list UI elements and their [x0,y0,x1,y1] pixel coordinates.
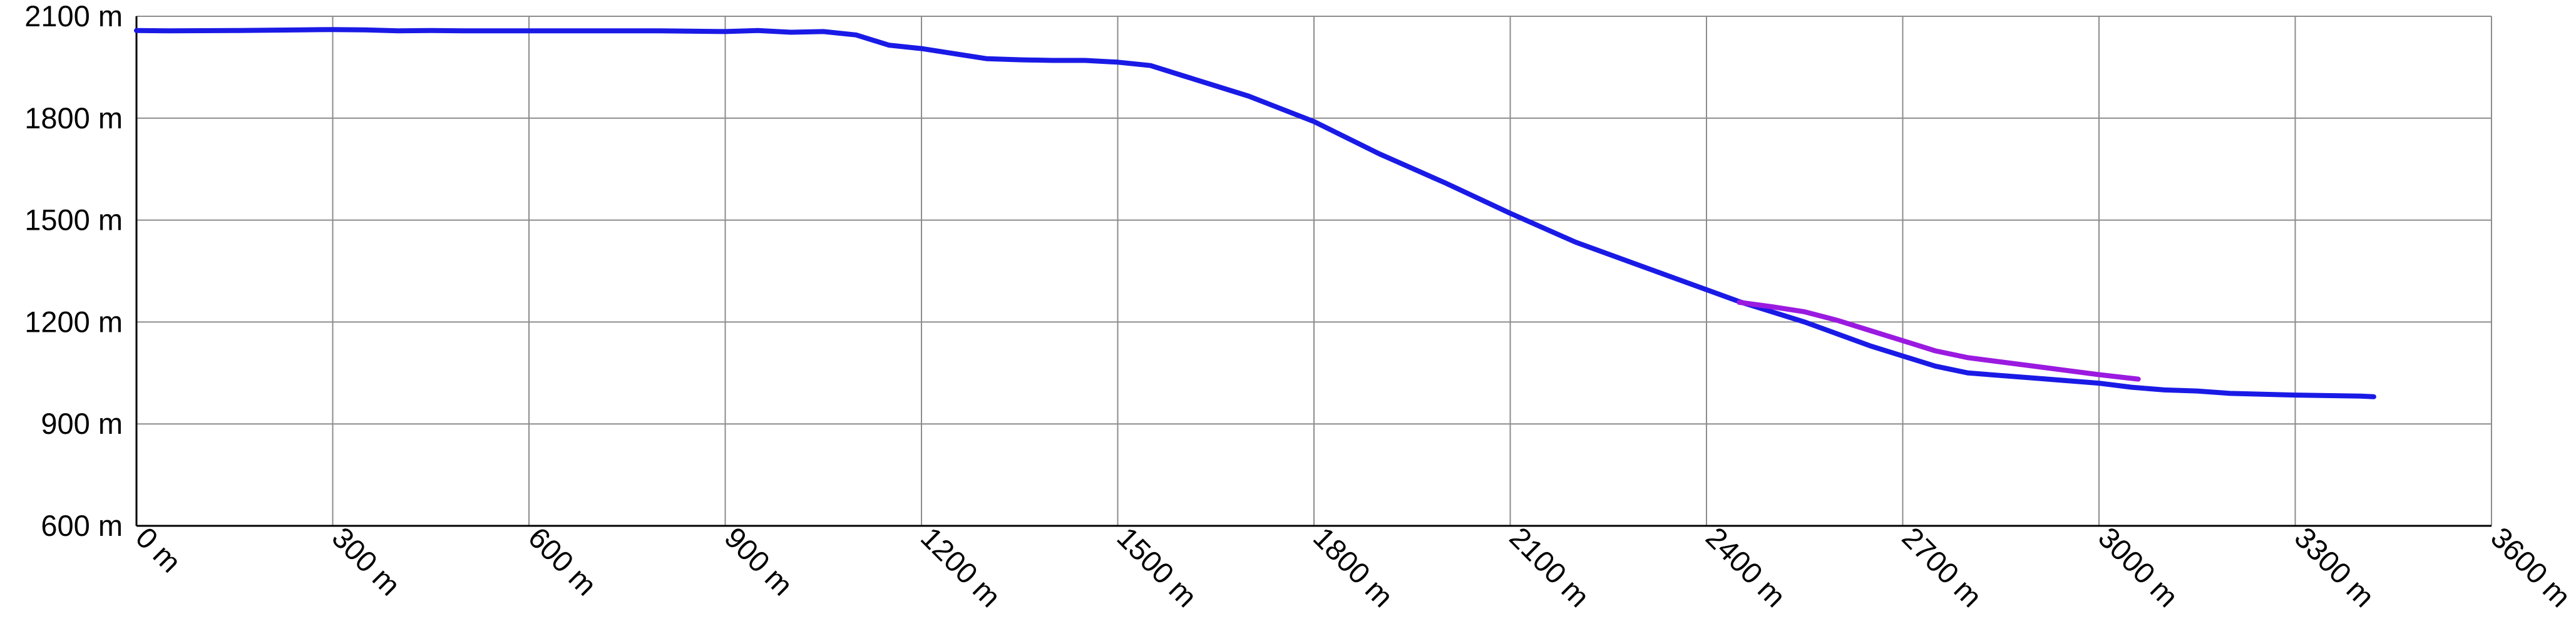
y-tick-label: 900 m [41,407,123,440]
x-tick-label: 0 m [130,521,188,579]
series-line-main [134,27,2376,399]
series-line-secondary [1737,299,2141,382]
grid [136,16,2492,526]
y-axis-tick-labels: 600 m 900 m 1200 m 1500 m 1800 m 2100 m [24,0,123,542]
x-tick-label: 3000 m [2092,521,2185,613]
series-lines [134,27,2376,399]
y-tick-label: 1800 m [24,101,123,135]
x-axis-tick-labels: 0 m 300 m 600 m 900 m 1200 m 1500 m 1800 m 2100… [130,521,2576,613]
x-tick-label: 900 m [718,521,799,602]
x-tick-label: 2400 m [1700,521,1792,613]
x-tick-label: 600 m [522,521,603,602]
x-tick-label: 1800 m [1307,521,1400,613]
x-tick-label: 2100 m [1503,521,1596,613]
x-tick-label: 1500 m [1111,521,1203,613]
y-tick-label: 1500 m [24,203,123,237]
x-tick-label: 3600 m [2485,521,2576,613]
x-tick-label: 3300 m [2288,521,2381,613]
y-tick-label: 600 m [41,509,123,542]
x-tick-label: 2700 m [1896,521,1988,613]
x-tick-label: 1200 m [915,521,1007,613]
y-tick-label: 1200 m [24,305,123,338]
y-tick-label: 2100 m [24,0,123,33]
x-tick-label: 300 m [326,521,407,602]
axes [135,16,2491,527]
